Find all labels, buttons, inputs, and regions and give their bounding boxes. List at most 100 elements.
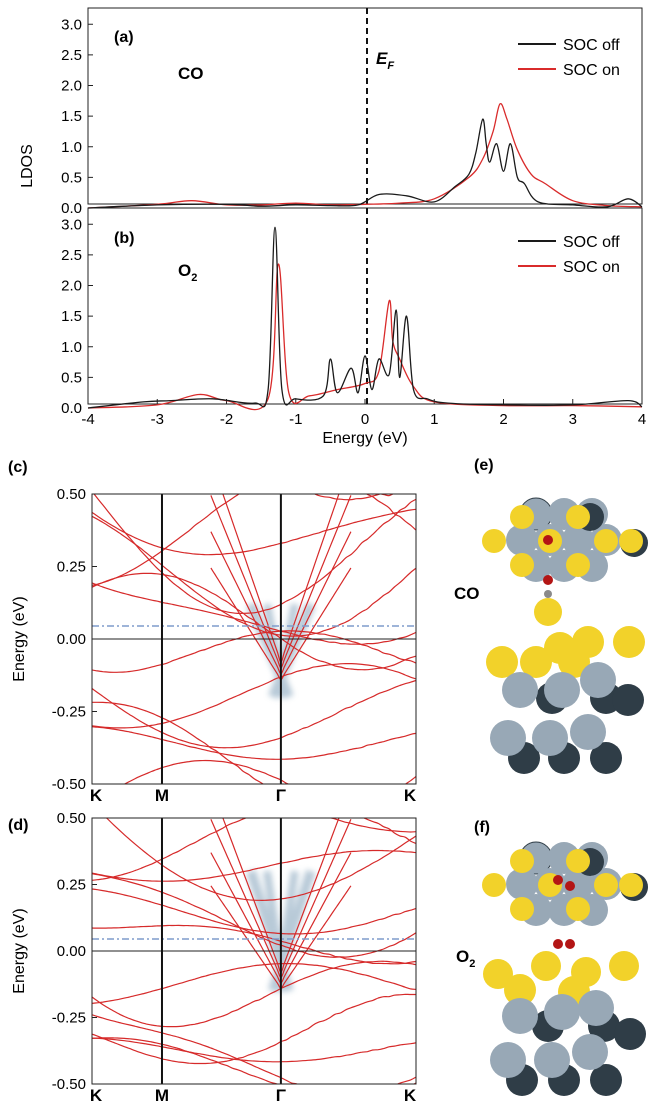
- o2-oxygen-atom-2: [565, 881, 575, 891]
- panel-d-label: (d): [8, 817, 28, 834]
- ytick-label-a-4: 2.0: [61, 78, 82, 95]
- band-c-3: [92, 679, 416, 749]
- panel-b-yticks: 0.0 0.5 1.0 1.5 2.0 2.5 3.0: [61, 216, 93, 417]
- ytick-label-c-1: -0.25: [52, 704, 86, 721]
- ytick-label-c-4: 0.50: [57, 486, 86, 503]
- ldos-a-series-soc-on: [87, 102, 643, 209]
- band-c-0: [123, 759, 290, 784]
- ldos-axis-label: LDOS: [19, 144, 36, 188]
- band-d-1: [92, 1037, 416, 1084]
- co-oxygen-atom: [543, 535, 553, 545]
- band-d-14: [92, 734, 416, 799]
- band-d-15: [92, 725, 416, 774]
- panel-c-bands: [92, 494, 416, 784]
- ytick-label-d-3: 0.25: [57, 877, 86, 894]
- legend-a-off: SOC off: [563, 37, 620, 54]
- legend-b: SOC off SOC on: [518, 234, 620, 276]
- panel-c-label: (c): [8, 459, 28, 476]
- band-c-4: [92, 662, 416, 729]
- panel-f-molecule: O2: [456, 947, 475, 970]
- co-side-view: [486, 575, 645, 774]
- kpoint-label-c-3: K: [404, 786, 417, 805]
- xtick-label-b-7: 3: [569, 411, 577, 428]
- band-d-5: [92, 962, 416, 1004]
- band-d-6: [92, 924, 416, 965]
- legend-b-off: SOC off: [563, 234, 620, 251]
- panel-d-yticks: -0.50 -0.25 0.00 0.25 0.50: [52, 810, 97, 1093]
- ytick-label-b-2: 1.0: [61, 339, 82, 356]
- band-c-8: [92, 515, 416, 637]
- legend-a: SOC off SOC on: [518, 37, 620, 79]
- panel-a: 0.0 0.5 1.0 1.5 2.0 2.5 3.0 (a) CO EF SOC off …: [61, 7, 643, 217]
- xtick-label-b-4: 0: [361, 411, 369, 428]
- xtick-label-b-5: 1: [430, 411, 438, 428]
- xtick-label-b-3: -1: [289, 411, 302, 428]
- band-d-0: [92, 1014, 416, 1084]
- panel-b: 0.00.51.01.52.02.53.0 -4 -3 -2 -1 0 1 2 3 4 (b) …: [61, 207, 646, 447]
- xtick-label-b-1: -3: [151, 411, 164, 428]
- band-d-8: [92, 888, 416, 935]
- xtick-label-b-2: -2: [220, 411, 233, 428]
- ytick-label-d-2: 0.00: [57, 943, 86, 960]
- ytick-label-d-1: -0.25: [52, 1010, 86, 1027]
- ytick-label-b-3: 1.5: [61, 308, 82, 325]
- band-c-9: [93, 494, 416, 615]
- panel-b-label: (b): [114, 230, 134, 247]
- o2-side-oxygen-2: [565, 939, 575, 949]
- co-side-oxygen: [543, 575, 553, 585]
- o2-top-view: [482, 841, 648, 926]
- band-d-3: [92, 993, 416, 1065]
- ldos-b-series-soc-off: [87, 226, 643, 409]
- panel-f-label: (f): [474, 819, 490, 836]
- ldos-b-series-soc-on: [87, 263, 643, 411]
- panel-c: (c) -0.50 -0.25 0.00 0.25 0.50 K M Γ K Energy (…: [8, 459, 417, 805]
- panel-c-ylabel: Energy (eV): [11, 596, 28, 681]
- panel-e: (e) CO: [454, 457, 648, 774]
- panel-a-frame: [87, 7, 643, 205]
- ytick-label-d-0: -0.50: [52, 1076, 86, 1093]
- energy-axis-label: Energy (eV): [322, 430, 407, 447]
- panel-a-label: (a): [114, 29, 134, 46]
- xtick-label-b-8: 4: [638, 411, 646, 428]
- co-top-view: [482, 497, 648, 582]
- panel-a-molecule: CO: [178, 64, 204, 83]
- ytick-label-b-5: 2.5: [61, 247, 82, 264]
- panel-b-frame: [87, 207, 643, 405]
- band-d-2: [92, 1037, 416, 1063]
- band-c-2: [92, 726, 416, 760]
- band-d-4: [92, 960, 416, 1028]
- panel-b-xticks: -4 -3 -2 -1 0 1 2 3 4: [81, 399, 646, 428]
- kpoint-label-d-2: Γ: [276, 1086, 286, 1105]
- panel-e-molecule: CO: [454, 584, 480, 603]
- ytick-label-b-6: 3.0: [61, 216, 82, 233]
- ytick-label-c-3: 0.25: [57, 559, 86, 576]
- panel-d-ylabel: Energy (eV): [11, 908, 28, 993]
- band-d-13: [328, 818, 416, 833]
- ldos-a-series-soc-off: [87, 118, 643, 209]
- fermi-level-label: EF: [376, 49, 394, 72]
- ytick-label-c-0: -0.50: [52, 776, 86, 793]
- band-d-11: [92, 818, 416, 881]
- ytick-label-a-3: 1.5: [61, 108, 82, 125]
- kpoint-label-d-0: K: [90, 1086, 103, 1105]
- ytick-label-a-0: 0.0: [61, 200, 82, 217]
- kpoint-label-d-3: K: [404, 1086, 417, 1105]
- ytick-label-c-2: 0.00: [57, 631, 86, 648]
- panel-f: (f) O2: [456, 819, 648, 1096]
- band-c-13: [313, 494, 382, 501]
- ytick-label-b-0: 0.0: [61, 400, 82, 417]
- kpoint-label-c-0: K: [90, 786, 103, 805]
- kpoint-label-c-1: M: [155, 786, 169, 805]
- legend-a-on: SOC on: [563, 62, 620, 79]
- ytick-label-a-2: 1.0: [61, 139, 82, 156]
- ytick-label-a-6: 3.0: [61, 16, 82, 33]
- band-c-1: [92, 701, 416, 784]
- band-d-10: [92, 849, 416, 882]
- panel-c-yticks: -0.50 -0.25 0.00 0.25 0.50: [52, 486, 97, 793]
- o2-side-oxygen-1: [553, 939, 563, 949]
- o2-oxygen-atom-1: [553, 875, 563, 885]
- kpoint-label-d-1: M: [155, 1086, 169, 1105]
- panel-e-label: (e): [474, 457, 494, 474]
